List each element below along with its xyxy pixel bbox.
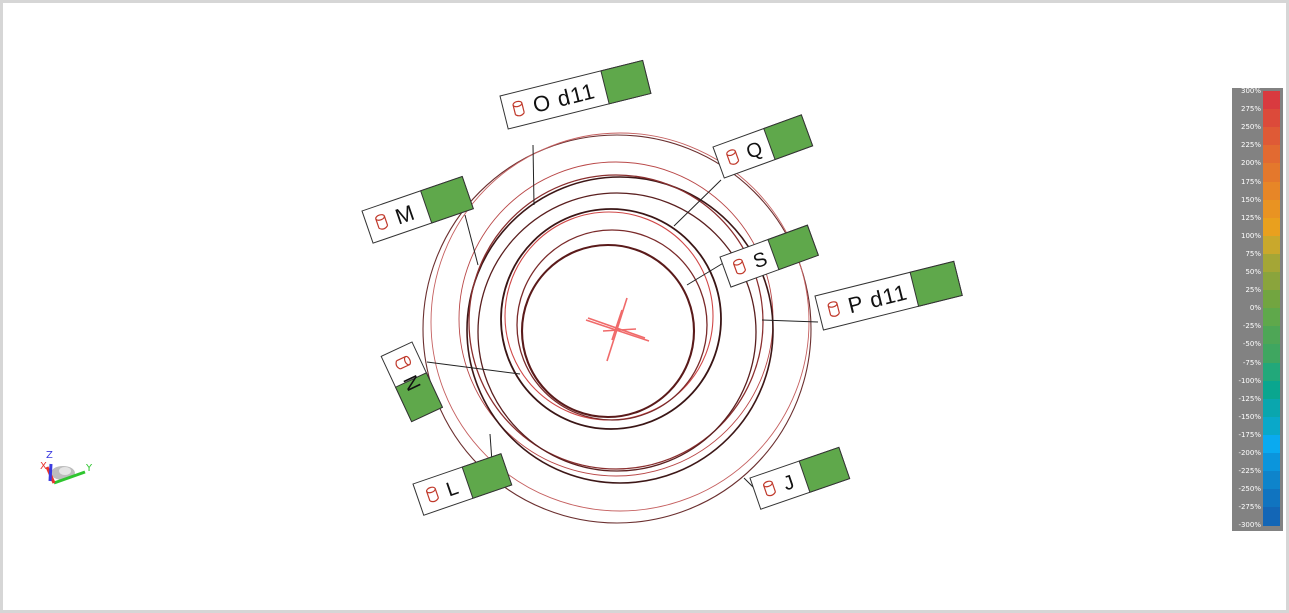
scale-swatch	[1263, 362, 1280, 382]
scale-label: 250%	[1240, 123, 1261, 132]
measured-circle[interactable]	[422, 134, 812, 524]
scale-swatch	[1263, 199, 1280, 219]
scale-swatch	[1263, 181, 1280, 201]
scale-label: 0%	[1249, 304, 1261, 313]
scale-label: -250%	[1238, 485, 1261, 494]
dimension-callout-s[interactable]: S	[719, 224, 819, 288]
scale-label: 50%	[1245, 268, 1261, 276]
measured-circle[interactable]	[520, 243, 696, 419]
scale-label: -25%	[1242, 322, 1261, 331]
scale-swatch	[1263, 127, 1280, 146]
callout-status-swatch	[419, 175, 474, 224]
deviation-color-scale: 300% 275% 250% 225% 200% 175% 150% 125% 100% 75% 5…	[1232, 87, 1283, 531]
cylinder-icon	[395, 355, 412, 370]
callout-status-swatch	[763, 114, 814, 161]
scale-swatch	[1263, 163, 1280, 182]
scale-swatch	[1263, 272, 1280, 291]
dimension-callout-m[interactable]: M	[361, 175, 474, 244]
triad-highlight	[59, 467, 71, 475]
scale-swatch	[1263, 109, 1280, 128]
callout-status-swatch	[461, 453, 513, 499]
scale-label: 125%	[1240, 213, 1261, 222]
scale-label: -100%	[1238, 376, 1261, 385]
dimension-callout-j[interactable]: J	[749, 446, 851, 510]
scale-swatch	[1263, 253, 1280, 273]
cylinder-icon	[726, 149, 740, 165]
scale-swatch	[1263, 145, 1280, 164]
cylinder-icon	[425, 486, 440, 503]
z-axis-arrow	[48, 463, 53, 482]
scale-swatch	[1263, 217, 1280, 237]
dimension-callout-p[interactable]: P d11	[814, 260, 963, 331]
scale-label: -50%	[1242, 340, 1261, 349]
scale-swatch	[1263, 380, 1280, 400]
x-axis-label: X	[40, 461, 47, 472]
scale-label: -275%	[1238, 503, 1261, 512]
measured-circle[interactable]	[500, 208, 722, 430]
scale-label: -175%	[1238, 430, 1261, 439]
scale-swatch	[1263, 453, 1280, 472]
leader-lines	[426, 144, 819, 491]
scale-label: 275%	[1240, 105, 1261, 114]
measured-circle[interactable]	[516, 229, 708, 421]
cylinder-icon	[827, 301, 840, 317]
scale-swatch	[1263, 507, 1280, 526]
scale-label: -200%	[1238, 449, 1261, 457]
callout-status-swatch	[798, 446, 851, 493]
z-axis-label: Z	[46, 450, 53, 461]
scale-label: -150%	[1238, 412, 1261, 421]
callout-status-swatch	[600, 59, 652, 105]
scale-label: 200%	[1240, 159, 1261, 168]
scale-swatch	[1263, 471, 1280, 490]
scale-swatch	[1263, 91, 1280, 110]
scale-swatch	[1263, 326, 1280, 345]
measured-circle[interactable]	[468, 174, 764, 470]
scale-swatch	[1263, 434, 1280, 454]
callout-label: S	[750, 248, 771, 274]
cylinder-icon	[732, 258, 747, 275]
measured-circle[interactable]	[466, 176, 774, 484]
scale-swatch	[1263, 398, 1280, 418]
center-cross-marker	[585, 297, 650, 362]
measured-circle[interactable]	[477, 192, 757, 472]
scale-label: 100%	[1240, 231, 1261, 240]
scale-swatch	[1263, 344, 1280, 363]
dimension-callout-q[interactable]: Q	[712, 114, 814, 179]
scale-label: -225%	[1238, 467, 1261, 476]
scale-label: 75%	[1245, 249, 1261, 258]
cylinder-icon	[375, 214, 389, 230]
scale-swatch	[1263, 308, 1280, 327]
dimension-callout-l[interactable]: L	[412, 453, 513, 516]
scale-swatch	[1263, 290, 1280, 309]
scale-label: 25%	[1245, 286, 1261, 295]
y-axis-label: Y	[85, 463, 93, 474]
dimension-callout-o[interactable]: O d11	[499, 59, 652, 130]
callout-status-swatch	[909, 260, 963, 307]
measured-circles	[422, 132, 812, 524]
scale-label: -75%	[1242, 358, 1261, 367]
cylinder-icon	[762, 480, 777, 497]
dimension-callout-n[interactable]: N	[380, 341, 444, 423]
scale-label: -300%	[1238, 521, 1261, 530]
scale-label: 150%	[1240, 195, 1261, 204]
cylinder-icon	[512, 100, 525, 117]
scale-swatch	[1263, 489, 1280, 508]
scale-label: 300%	[1240, 87, 1261, 95]
callout-label: Q	[743, 137, 766, 163]
callout-status-swatch	[767, 224, 819, 271]
scale-label: 225%	[1240, 141, 1261, 150]
3d-viewport[interactable]: O d11 Q M S P d11 NL J	[3, 3, 1286, 610]
callout-status-swatch	[394, 372, 444, 423]
y-axis-arrow	[53, 470, 86, 485]
scale-swatch	[1263, 416, 1280, 436]
scale-label: 175%	[1240, 177, 1261, 186]
scale-label: -125%	[1238, 394, 1261, 403]
axis-triad[interactable]: X Z Y	[37, 447, 97, 491]
scale-swatch	[1263, 235, 1280, 255]
